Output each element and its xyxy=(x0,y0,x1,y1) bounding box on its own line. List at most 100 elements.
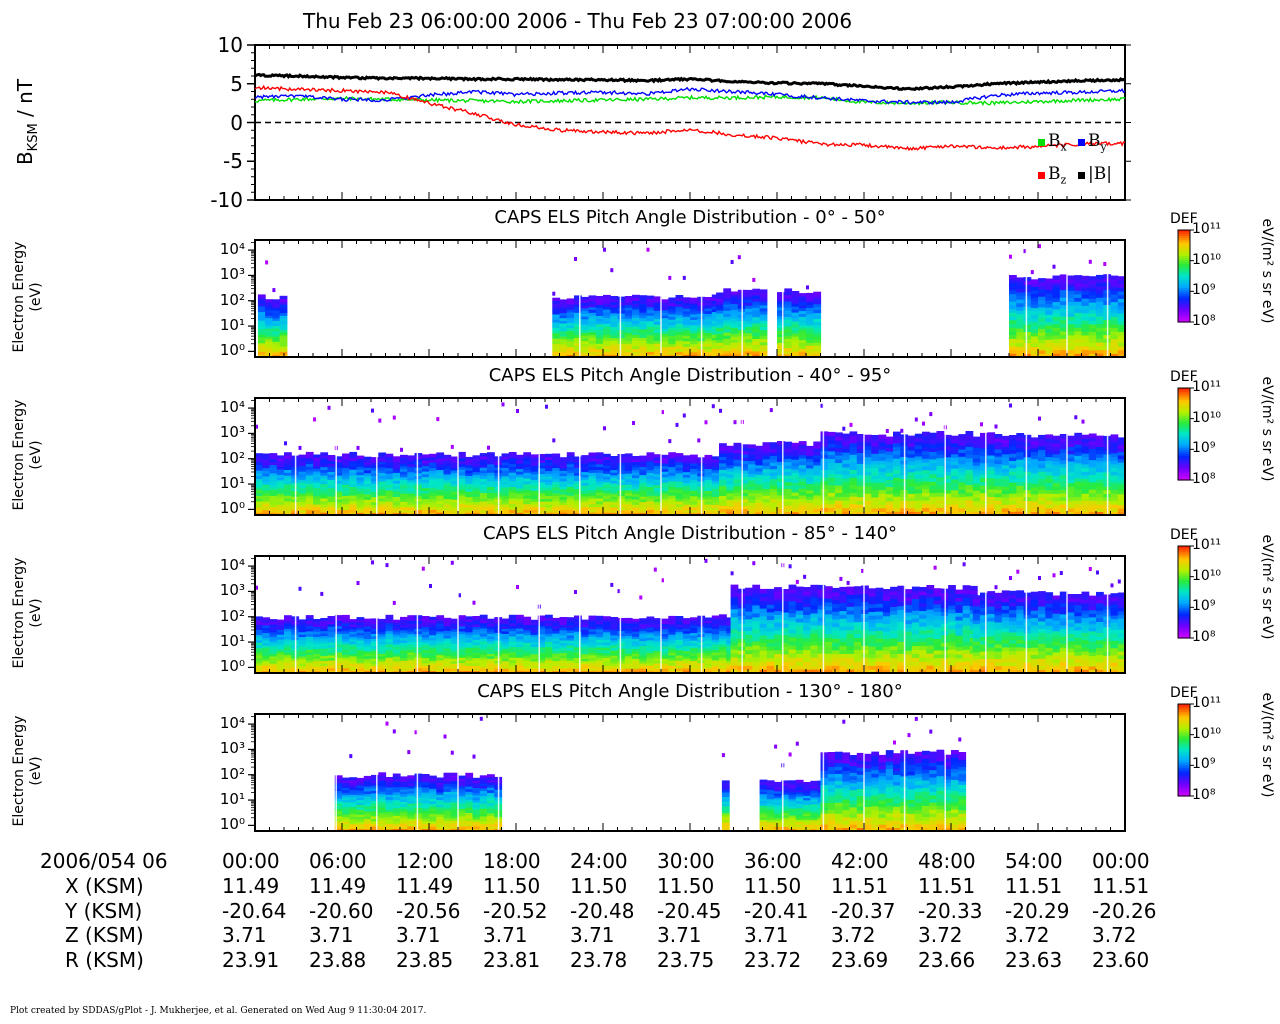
spectrogram-cell xyxy=(465,655,474,659)
spectrogram-cell xyxy=(1009,493,1017,498)
spectrogram-cell xyxy=(1016,353,1025,358)
colorbar-cell xyxy=(1178,262,1190,265)
spectrogram-cell xyxy=(588,306,597,310)
spectrogram-cell xyxy=(414,630,423,635)
spectrogram-cell xyxy=(791,354,800,358)
spectrogram-cell xyxy=(284,512,292,516)
spectrogram-cell xyxy=(334,615,343,619)
spectrogram-cell xyxy=(675,337,684,341)
spectrogram-cell xyxy=(1067,471,1075,476)
spectrogram-cell xyxy=(552,461,561,466)
spectrogram-cell xyxy=(759,295,768,300)
spectrogram-cell xyxy=(624,489,633,494)
spectrogram-cell xyxy=(392,656,401,659)
colorbar-cell xyxy=(1178,316,1190,319)
spectrogram-cell xyxy=(748,511,756,516)
spectrogram-speckle xyxy=(1009,254,1012,259)
spectrogram-cell xyxy=(595,495,604,499)
spectrogram-cell xyxy=(798,351,807,355)
spectrogram-cell xyxy=(537,492,546,497)
spectrogram-cell xyxy=(1110,434,1119,439)
spectrogram-cell xyxy=(980,440,988,445)
spectrogram-cell xyxy=(479,503,488,508)
spectrogram-cell xyxy=(552,459,561,463)
spectrogram-cell xyxy=(537,470,546,474)
spectrogram-cell xyxy=(661,301,669,306)
spectrogram-cell xyxy=(1096,511,1104,516)
spectrogram-cell xyxy=(603,325,611,330)
spectrogram-cell xyxy=(298,658,307,662)
spectrogram-cell xyxy=(269,458,278,463)
spectrogram-cell xyxy=(885,461,894,466)
spectrogram-cell xyxy=(632,461,640,465)
spectrogram-cell xyxy=(1067,486,1075,491)
spectrogram-cell xyxy=(610,501,619,505)
spectrogram-cell xyxy=(458,665,466,669)
spectrogram-cell xyxy=(516,479,524,483)
spectrogram-cell xyxy=(276,653,285,657)
spectrogram-cell xyxy=(378,631,387,635)
spectrogram-cell xyxy=(385,649,394,653)
spectrogram-cell xyxy=(566,472,575,476)
spectrogram-cell xyxy=(501,655,510,659)
spectrogram-speckle xyxy=(737,255,741,260)
spectrogram-cell xyxy=(813,303,822,308)
spectrogram-cell xyxy=(508,654,517,658)
spectrogram-cell xyxy=(922,499,930,505)
spectrogram-cell xyxy=(791,459,800,464)
spectrogram-cell xyxy=(320,635,329,639)
spectrogram-cell xyxy=(443,645,452,649)
spectrogram-cell xyxy=(617,501,626,505)
spectrogram-cell xyxy=(342,478,350,483)
spectrogram-cell xyxy=(752,304,761,308)
spectrogram-cell xyxy=(1059,456,1068,461)
spectrogram-cell xyxy=(581,463,590,467)
spectrogram-cell xyxy=(574,483,582,487)
spectrogram-cell xyxy=(327,634,336,638)
spectrogram-cell xyxy=(443,655,452,659)
spectrogram-cell xyxy=(972,461,981,466)
spectrogram-cell xyxy=(784,319,793,324)
spectrogram-cell xyxy=(276,651,285,655)
spectrogram-cell xyxy=(711,512,720,516)
spectrogram-cell xyxy=(661,349,669,353)
spectrogram-cell xyxy=(501,506,510,510)
spectrogram-cell xyxy=(545,506,553,510)
spectrogram-cell xyxy=(871,478,880,483)
spectrogram-cell xyxy=(994,445,1003,450)
spectrogram-cell xyxy=(436,512,445,516)
spectrogram-cell xyxy=(752,316,761,321)
spectrogram-cell xyxy=(385,636,394,640)
spectrogram-cell xyxy=(327,639,336,643)
spectrogram-cell xyxy=(363,512,372,516)
spectrogram-cell xyxy=(421,665,430,669)
colorbar-cell xyxy=(1178,320,1190,323)
spectrogram-cell xyxy=(813,508,822,513)
spectrogram-cell xyxy=(523,495,532,499)
spectrogram-cell xyxy=(980,447,988,453)
spectrogram-cell xyxy=(356,455,365,459)
spectrogram-cell xyxy=(661,487,669,491)
spectrogram-cell xyxy=(276,656,285,659)
spectrogram-cell xyxy=(436,506,445,510)
spectrogram-cell xyxy=(668,324,677,328)
spectrogram-cell xyxy=(682,329,691,334)
spectrogram-cell xyxy=(429,487,437,491)
spectrogram-cell xyxy=(777,467,785,472)
spectrogram-cell xyxy=(958,492,967,498)
spectrogram-cell xyxy=(443,471,452,475)
spectrogram-cell xyxy=(378,646,387,650)
spectrogram-cell xyxy=(827,496,836,501)
spectrogram-cell xyxy=(1045,434,1054,439)
spectrogram-cell xyxy=(820,511,829,516)
spectrogram-cell xyxy=(407,625,416,629)
spectrogram-cell xyxy=(610,472,619,476)
spectrogram-speckle xyxy=(769,408,773,413)
spectrogram-cell xyxy=(617,490,626,494)
spectrogram-cell xyxy=(530,501,539,505)
spectrogram-cell xyxy=(1117,504,1126,509)
spectrogram-cell xyxy=(885,457,894,463)
spectrogram-cell xyxy=(704,474,713,478)
spectrogram-cell xyxy=(849,435,858,440)
spectrogram-cell xyxy=(1045,335,1054,340)
